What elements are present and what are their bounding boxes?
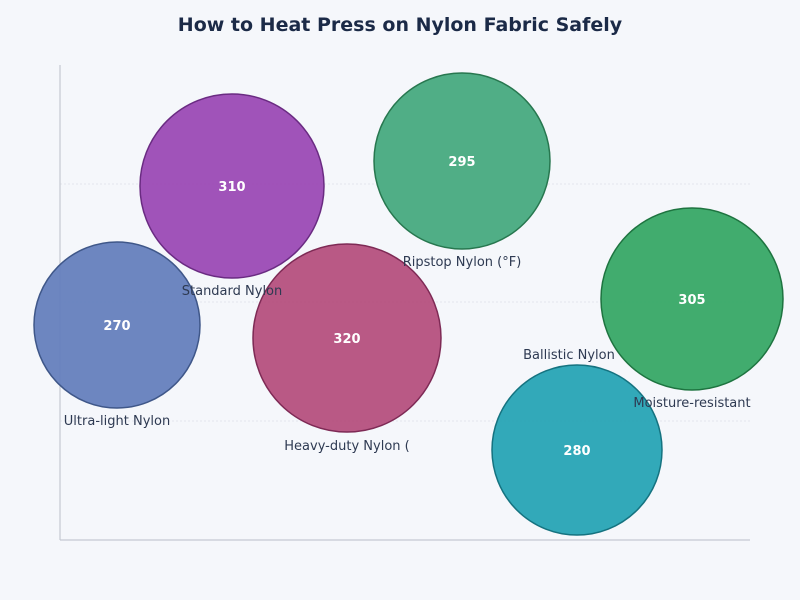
bubble-label: Ultra-light Nylon: [64, 414, 170, 429]
bubble-circle[interactable]: [252, 243, 442, 433]
bubble-circle[interactable]: [373, 72, 551, 250]
bubble[interactable]: 320: [252, 243, 442, 433]
bubble-label: Ballistic Nylon: [523, 348, 615, 363]
bubble-value: 310: [218, 180, 245, 195]
bubble-label: Ripstop Nylon (°F): [403, 255, 522, 270]
bubble-label: Heavy-duty Nylon (: [284, 439, 409, 454]
bubble-label: Standard Nylon: [182, 284, 283, 299]
bubble-label: Moisture-resistant: [633, 396, 750, 411]
bubble-value: 270: [103, 319, 130, 334]
bubble[interactable]: 270: [33, 241, 201, 409]
chart-title: How to Heat Press on Nylon Fabric Safely: [177, 14, 623, 36]
bubble-circle[interactable]: [139, 93, 325, 279]
bubble[interactable]: 305: [600, 207, 784, 391]
bubble-value: 305: [678, 293, 705, 308]
bubble[interactable]: 295: [373, 72, 551, 250]
bubbles: 270 310 320 295 280 305: [33, 72, 784, 536]
bubble-value: 280: [563, 444, 590, 459]
bubble-circle[interactable]: [33, 241, 201, 409]
bubble-circle[interactable]: [491, 364, 663, 536]
bubble-value: 320: [333, 332, 360, 347]
bubble-value: 295: [448, 155, 475, 170]
bubble-labels: Ultra-light Nylon Standard Nylon Heavy-dut…: [64, 255, 751, 454]
bubble[interactable]: 280: [491, 364, 663, 536]
bubble-circle[interactable]: [600, 207, 784, 391]
bubble[interactable]: 310: [139, 93, 325, 279]
